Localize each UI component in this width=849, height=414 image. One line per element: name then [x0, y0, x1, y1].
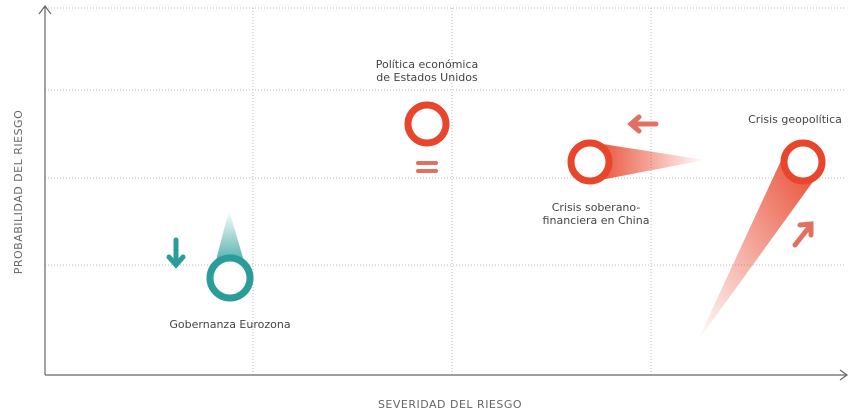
- risk-label: financiera en China: [543, 214, 650, 227]
- risk-label: Gobernanza Eurozona: [169, 318, 290, 331]
- risk-label: Crisis geopolítica: [748, 113, 842, 126]
- risk-circle: [780, 139, 826, 185]
- arrow-up-right: [792, 221, 814, 248]
- x-axis-label: SEVERIDAD DEL RIESGO: [378, 398, 522, 411]
- trend-tail: [214, 210, 246, 268]
- grid: [45, 7, 845, 375]
- trend-tail: [697, 152, 820, 342]
- arrow-left: [627, 114, 659, 134]
- arrow-down: [166, 237, 186, 269]
- equal-sign: [416, 161, 438, 173]
- risk-circle: [206, 254, 254, 302]
- risk-circle: [404, 101, 450, 147]
- risk-label: Crisis soberano-: [552, 201, 641, 214]
- y-axis-label: PROBABILIDAD DEL RIESGO: [12, 110, 25, 275]
- risk-label: Política económica: [376, 58, 479, 71]
- axes: [38, 5, 849, 381]
- risk-label: de Estados Unidos: [376, 71, 478, 84]
- trend-tail: [590, 142, 705, 182]
- risk-circle: [567, 139, 613, 185]
